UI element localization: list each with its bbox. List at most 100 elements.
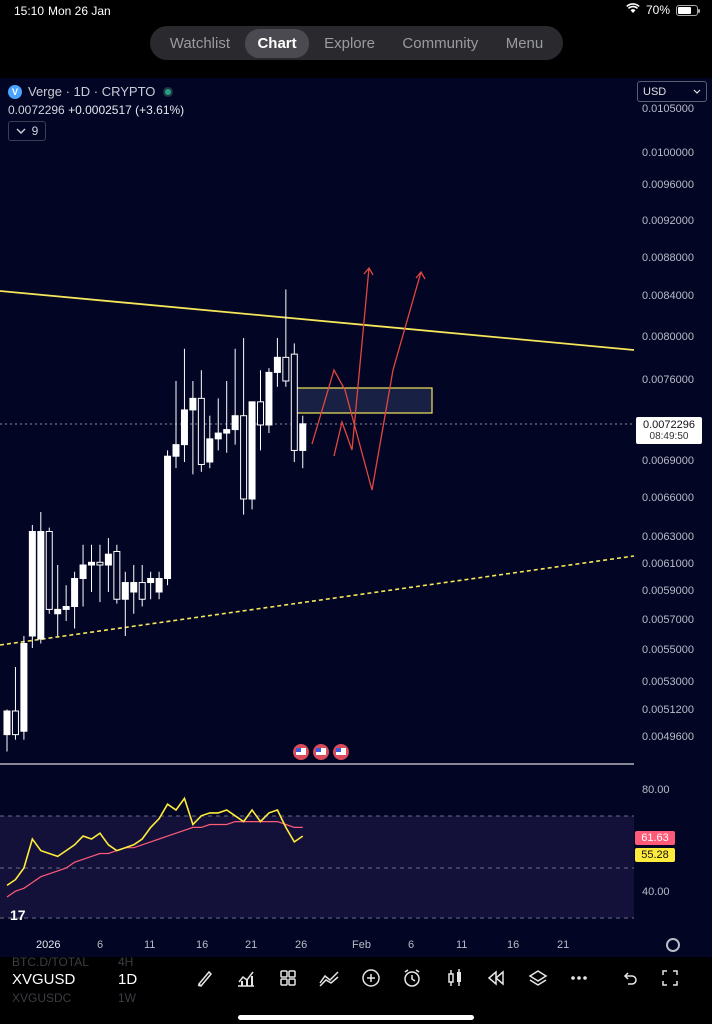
price-tick-label: 0.0063000 xyxy=(642,531,694,543)
tab-chart[interactable]: Chart xyxy=(245,28,309,58)
chart-area[interactable]: 17 V Verge · 1D · CRYPTO 0.0072296 +0.00… xyxy=(0,78,712,933)
candle-body xyxy=(214,432,222,440)
ghost-interval-next: 1W xyxy=(118,991,136,1005)
currency-select[interactable]: USD xyxy=(637,81,707,102)
status-time: 15:10 xyxy=(14,4,45,18)
price-scale[interactable]: 0.0105000 0.0100000 0.0096000 0.0092000 0.00… xyxy=(634,78,712,933)
time-axis[interactable]: 2026 6 11 16 21 26 Feb 6 11 16 21 xyxy=(0,933,712,957)
candle-body xyxy=(96,561,104,566)
chart-type-icon[interactable] xyxy=(235,968,257,990)
status-date: Mon 26 Jan xyxy=(48,4,111,18)
candle-body xyxy=(282,356,290,382)
candle-body xyxy=(37,531,45,640)
price-tick-label: 0.0092000 xyxy=(642,215,694,227)
candle-body xyxy=(54,608,62,615)
price-tick-label: 0.0057000 xyxy=(642,614,694,626)
candles-icon[interactable] xyxy=(444,968,466,990)
status-right: 70% xyxy=(626,3,700,17)
supply-zone-rectangle xyxy=(293,387,433,414)
projection-path xyxy=(311,271,422,491)
arrow-head xyxy=(415,270,426,280)
candle-body xyxy=(71,578,79,607)
undo-icon[interactable] xyxy=(618,968,640,990)
flag-canton xyxy=(336,748,341,752)
currency-value: USD xyxy=(643,85,667,98)
tab-menu[interactable]: Menu xyxy=(505,34,544,52)
chevron-down-icon xyxy=(16,128,26,134)
support-trendline xyxy=(0,555,634,646)
time-tick-label: Feb xyxy=(352,939,371,951)
battery-icon xyxy=(676,4,700,16)
price-tick-label: 0.0069000 xyxy=(642,455,694,467)
price-tick-label: 0.0084000 xyxy=(642,290,694,302)
alarm-clock-icon[interactable] xyxy=(401,968,423,990)
candle-body xyxy=(273,356,281,373)
rsi-value-tag: 61.63 xyxy=(635,831,675,845)
price-tick-label: 0.0066000 xyxy=(642,492,694,504)
price-tick-label: 0.0096000 xyxy=(642,179,694,191)
candle-body xyxy=(189,397,197,411)
price-tick-label: 0.0080000 xyxy=(642,331,694,343)
candle-body xyxy=(265,371,273,426)
time-tick-label: 21 xyxy=(557,939,570,951)
current-price-value: 0.0072296 xyxy=(643,419,695,431)
tab-community[interactable]: Community xyxy=(402,34,479,52)
price-tick-label: 0.0051200 xyxy=(642,704,694,716)
chart-canvas[interactable]: 17 xyxy=(0,78,634,933)
candle-body xyxy=(113,551,121,600)
status-bar: 15:10 Mon 26 Jan 70% xyxy=(0,0,712,22)
interval-selector[interactable]: 1D xyxy=(118,971,138,988)
candle-body xyxy=(11,710,19,736)
candle-body xyxy=(172,444,180,457)
ghost-interval-prev: 4H xyxy=(118,955,134,969)
symbol-title[interactable]: Verge · 1D · CRYPTO xyxy=(28,84,156,99)
symbol-selector[interactable]: XVGUSD xyxy=(12,971,76,988)
layers-icon[interactable] xyxy=(527,968,549,990)
candle-body xyxy=(180,409,188,446)
market-status-icon[interactable] xyxy=(163,86,174,97)
price-change: +0.0002517 (+3.61%) xyxy=(68,103,185,117)
rsi-line xyxy=(6,796,304,887)
home-indicator[interactable] xyxy=(238,1015,474,1020)
candle-body xyxy=(248,401,256,500)
fullscreen-icon[interactable] xyxy=(659,968,681,990)
last-price: 0.0072296 xyxy=(8,103,65,117)
candle-body xyxy=(3,710,11,736)
chevron-down-icon xyxy=(693,89,701,94)
candle-body xyxy=(79,564,87,579)
candle-body xyxy=(290,353,298,451)
ghost-symbol-next: XVGUSDC xyxy=(12,991,72,1005)
tab-watchlist[interactable]: Watchlist xyxy=(169,34,231,52)
candle-body xyxy=(121,582,129,600)
us-event-flag-icon xyxy=(333,744,349,760)
ghost-symbol-prev: BTC.D/TOTAL xyxy=(12,955,89,969)
time-tick-label: 2026 xyxy=(36,939,61,951)
time-tick-label: 11 xyxy=(144,939,156,951)
candle-body xyxy=(62,606,70,610)
replay-icon[interactable] xyxy=(485,968,507,990)
time-tick-label: 26 xyxy=(295,939,308,951)
candle-body xyxy=(138,582,146,600)
brush-icon[interactable] xyxy=(194,968,216,990)
candle-body xyxy=(299,423,307,451)
chart-legend: V Verge · 1D · CRYPTO 0.0072296 +0.00025… xyxy=(8,84,184,141)
candle-body xyxy=(104,553,112,566)
wifi-icon xyxy=(626,3,640,17)
price-tick-label: 0.0055000 xyxy=(642,644,694,656)
candle-body xyxy=(45,531,53,610)
us-event-flag-icon xyxy=(293,744,309,760)
time-tick-label: 6 xyxy=(408,939,415,951)
compare-icon[interactable] xyxy=(318,968,340,990)
candle-body xyxy=(88,561,95,566)
more-icon[interactable] xyxy=(568,968,590,990)
settings-icon[interactable] xyxy=(666,938,680,952)
time-tick-label: 16 xyxy=(507,939,520,951)
tab-explore[interactable]: Explore xyxy=(324,34,375,52)
layout-grid-icon[interactable] xyxy=(277,968,299,990)
add-circle-icon[interactable] xyxy=(360,968,382,990)
price-tick-label: 0.0100000 xyxy=(642,147,694,159)
rsi-ma-line xyxy=(6,820,303,898)
indicators-toggle[interactable]: 9 xyxy=(8,121,46,141)
price-tick-label: 0.0049600 xyxy=(642,731,694,743)
price-tick-label: 0.0105000 xyxy=(642,103,694,115)
